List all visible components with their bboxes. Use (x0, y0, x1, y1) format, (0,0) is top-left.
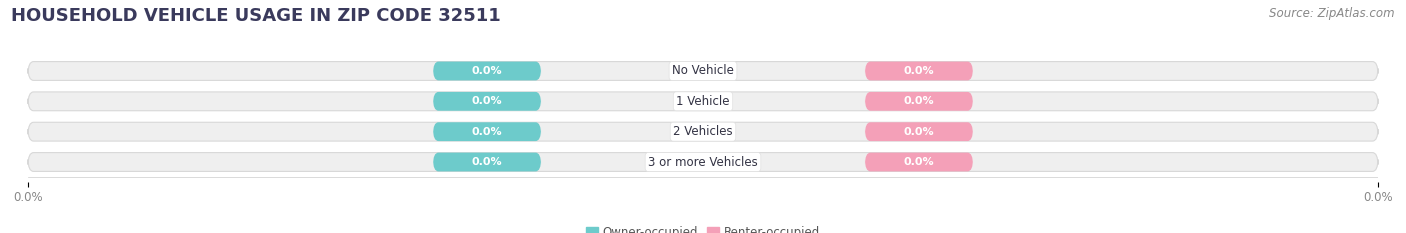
FancyBboxPatch shape (433, 122, 541, 141)
Text: 2 Vehicles: 2 Vehicles (673, 125, 733, 138)
Text: No Vehicle: No Vehicle (672, 65, 734, 78)
FancyBboxPatch shape (865, 62, 973, 80)
Text: 0.0%: 0.0% (904, 66, 934, 76)
Text: 0.0%: 0.0% (472, 66, 502, 76)
Text: HOUSEHOLD VEHICLE USAGE IN ZIP CODE 32511: HOUSEHOLD VEHICLE USAGE IN ZIP CODE 3251… (11, 7, 501, 25)
Text: 1 Vehicle: 1 Vehicle (676, 95, 730, 108)
FancyBboxPatch shape (28, 153, 1378, 171)
Text: 0.0%: 0.0% (904, 127, 934, 137)
Text: 0.0%: 0.0% (904, 96, 934, 106)
FancyBboxPatch shape (28, 62, 1378, 80)
FancyBboxPatch shape (865, 122, 973, 141)
Text: Source: ZipAtlas.com: Source: ZipAtlas.com (1270, 7, 1395, 20)
Text: 0.0%: 0.0% (472, 157, 502, 167)
FancyBboxPatch shape (28, 122, 1378, 141)
FancyBboxPatch shape (28, 92, 1378, 111)
FancyBboxPatch shape (433, 62, 541, 80)
FancyBboxPatch shape (865, 92, 973, 111)
Text: 0.0%: 0.0% (472, 127, 502, 137)
Text: 0.0%: 0.0% (472, 96, 502, 106)
Legend: Owner-occupied, Renter-occupied: Owner-occupied, Renter-occupied (581, 221, 825, 233)
FancyBboxPatch shape (433, 92, 541, 111)
Text: 0.0%: 0.0% (904, 157, 934, 167)
Text: 3 or more Vehicles: 3 or more Vehicles (648, 155, 758, 168)
FancyBboxPatch shape (865, 153, 973, 171)
FancyBboxPatch shape (433, 153, 541, 171)
